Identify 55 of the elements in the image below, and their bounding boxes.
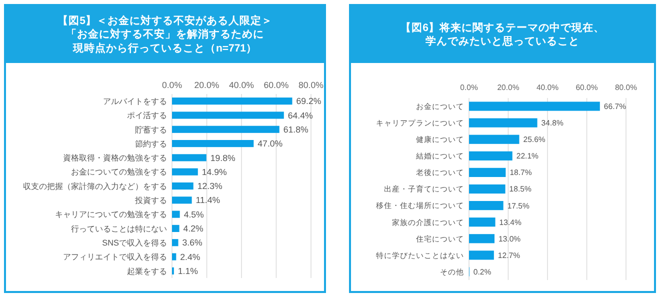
- bar: [469, 118, 538, 128]
- bar: [172, 196, 192, 204]
- bar: [469, 200, 504, 210]
- bar: [172, 112, 284, 119]
- x-tick-label: 60.0%: [264, 80, 289, 90]
- bar: [172, 140, 254, 148]
- bar: [172, 168, 198, 176]
- data-label: 69.2%: [296, 96, 322, 106]
- x-tick-label: 80.0%: [298, 80, 324, 90]
- bar: [172, 239, 178, 246]
- bar: [469, 218, 496, 227]
- data-label: 2.4%: [180, 252, 200, 262]
- y-tick-label: 行っていることは特にない: [71, 224, 167, 234]
- y-tick-label: SNSで収入を得る: [102, 238, 167, 248]
- chart-title: 【図6】将来に関するテーマの中で現在、学んでみたいと思っていること: [400, 20, 604, 48]
- bar: [469, 151, 512, 160]
- data-label: 19.8%: [210, 152, 236, 163]
- x-tick-label: 0.0%: [162, 80, 182, 90]
- bar: [172, 224, 180, 232]
- y-tick-label: 貯蓄する: [135, 125, 167, 134]
- data-label: 47.0%: [258, 138, 283, 149]
- y-tick-label: アルバイトをする: [103, 96, 167, 106]
- bar: [469, 168, 506, 178]
- y-tick-label: 起業をする: [127, 266, 167, 276]
- x-tick-label: 40.0%: [229, 80, 254, 90]
- bar: [469, 234, 495, 244]
- y-tick-label: キャリアについての勉強をする: [55, 210, 167, 220]
- bar: [172, 126, 280, 133]
- data-label: 61.8%: [283, 124, 308, 134]
- bar: [469, 184, 506, 194]
- bar: [172, 182, 194, 190]
- y-tick-label: 資格取得・資格の勉強をする: [63, 154, 167, 163]
- data-label: 4.2%: [183, 224, 204, 234]
- bar: [172, 154, 206, 162]
- chart-title: 【図5】＜お金に対する不安がある人限定＞「お金に対する不安」を解消するために現時点から行っていること（n=771）: [58, 14, 272, 54]
- data-label: 14.9%: [202, 166, 228, 177]
- data-label: 3.6%: [182, 238, 202, 248]
- bar: [469, 134, 520, 144]
- bar: [172, 210, 180, 218]
- bar: [172, 253, 176, 260]
- data-label: 64.4%: [288, 110, 314, 120]
- bar: [172, 98, 292, 105]
- bar: [469, 102, 600, 111]
- y-tick-label: 収支の把握（家計簿の入力など）をする: [23, 182, 167, 191]
- data-label: 12.3%: [197, 181, 222, 192]
- y-tick-label: 節約する: [135, 139, 167, 148]
- y-tick-label: ポイ活する: [127, 111, 167, 120]
- y-tick-label: お金についての勉強をする: [71, 168, 167, 177]
- x-tick-label: 20.0%: [194, 80, 220, 90]
- data-label: 4.5%: [184, 209, 204, 220]
- data-label: 11.4%: [196, 195, 220, 206]
- bar: [469, 250, 494, 260]
- data-label: 1.1%: [178, 266, 198, 276]
- y-tick-label: アフィリエイトで収入を得る: [63, 252, 167, 262]
- y-tick-label: 投資する: [134, 196, 167, 206]
